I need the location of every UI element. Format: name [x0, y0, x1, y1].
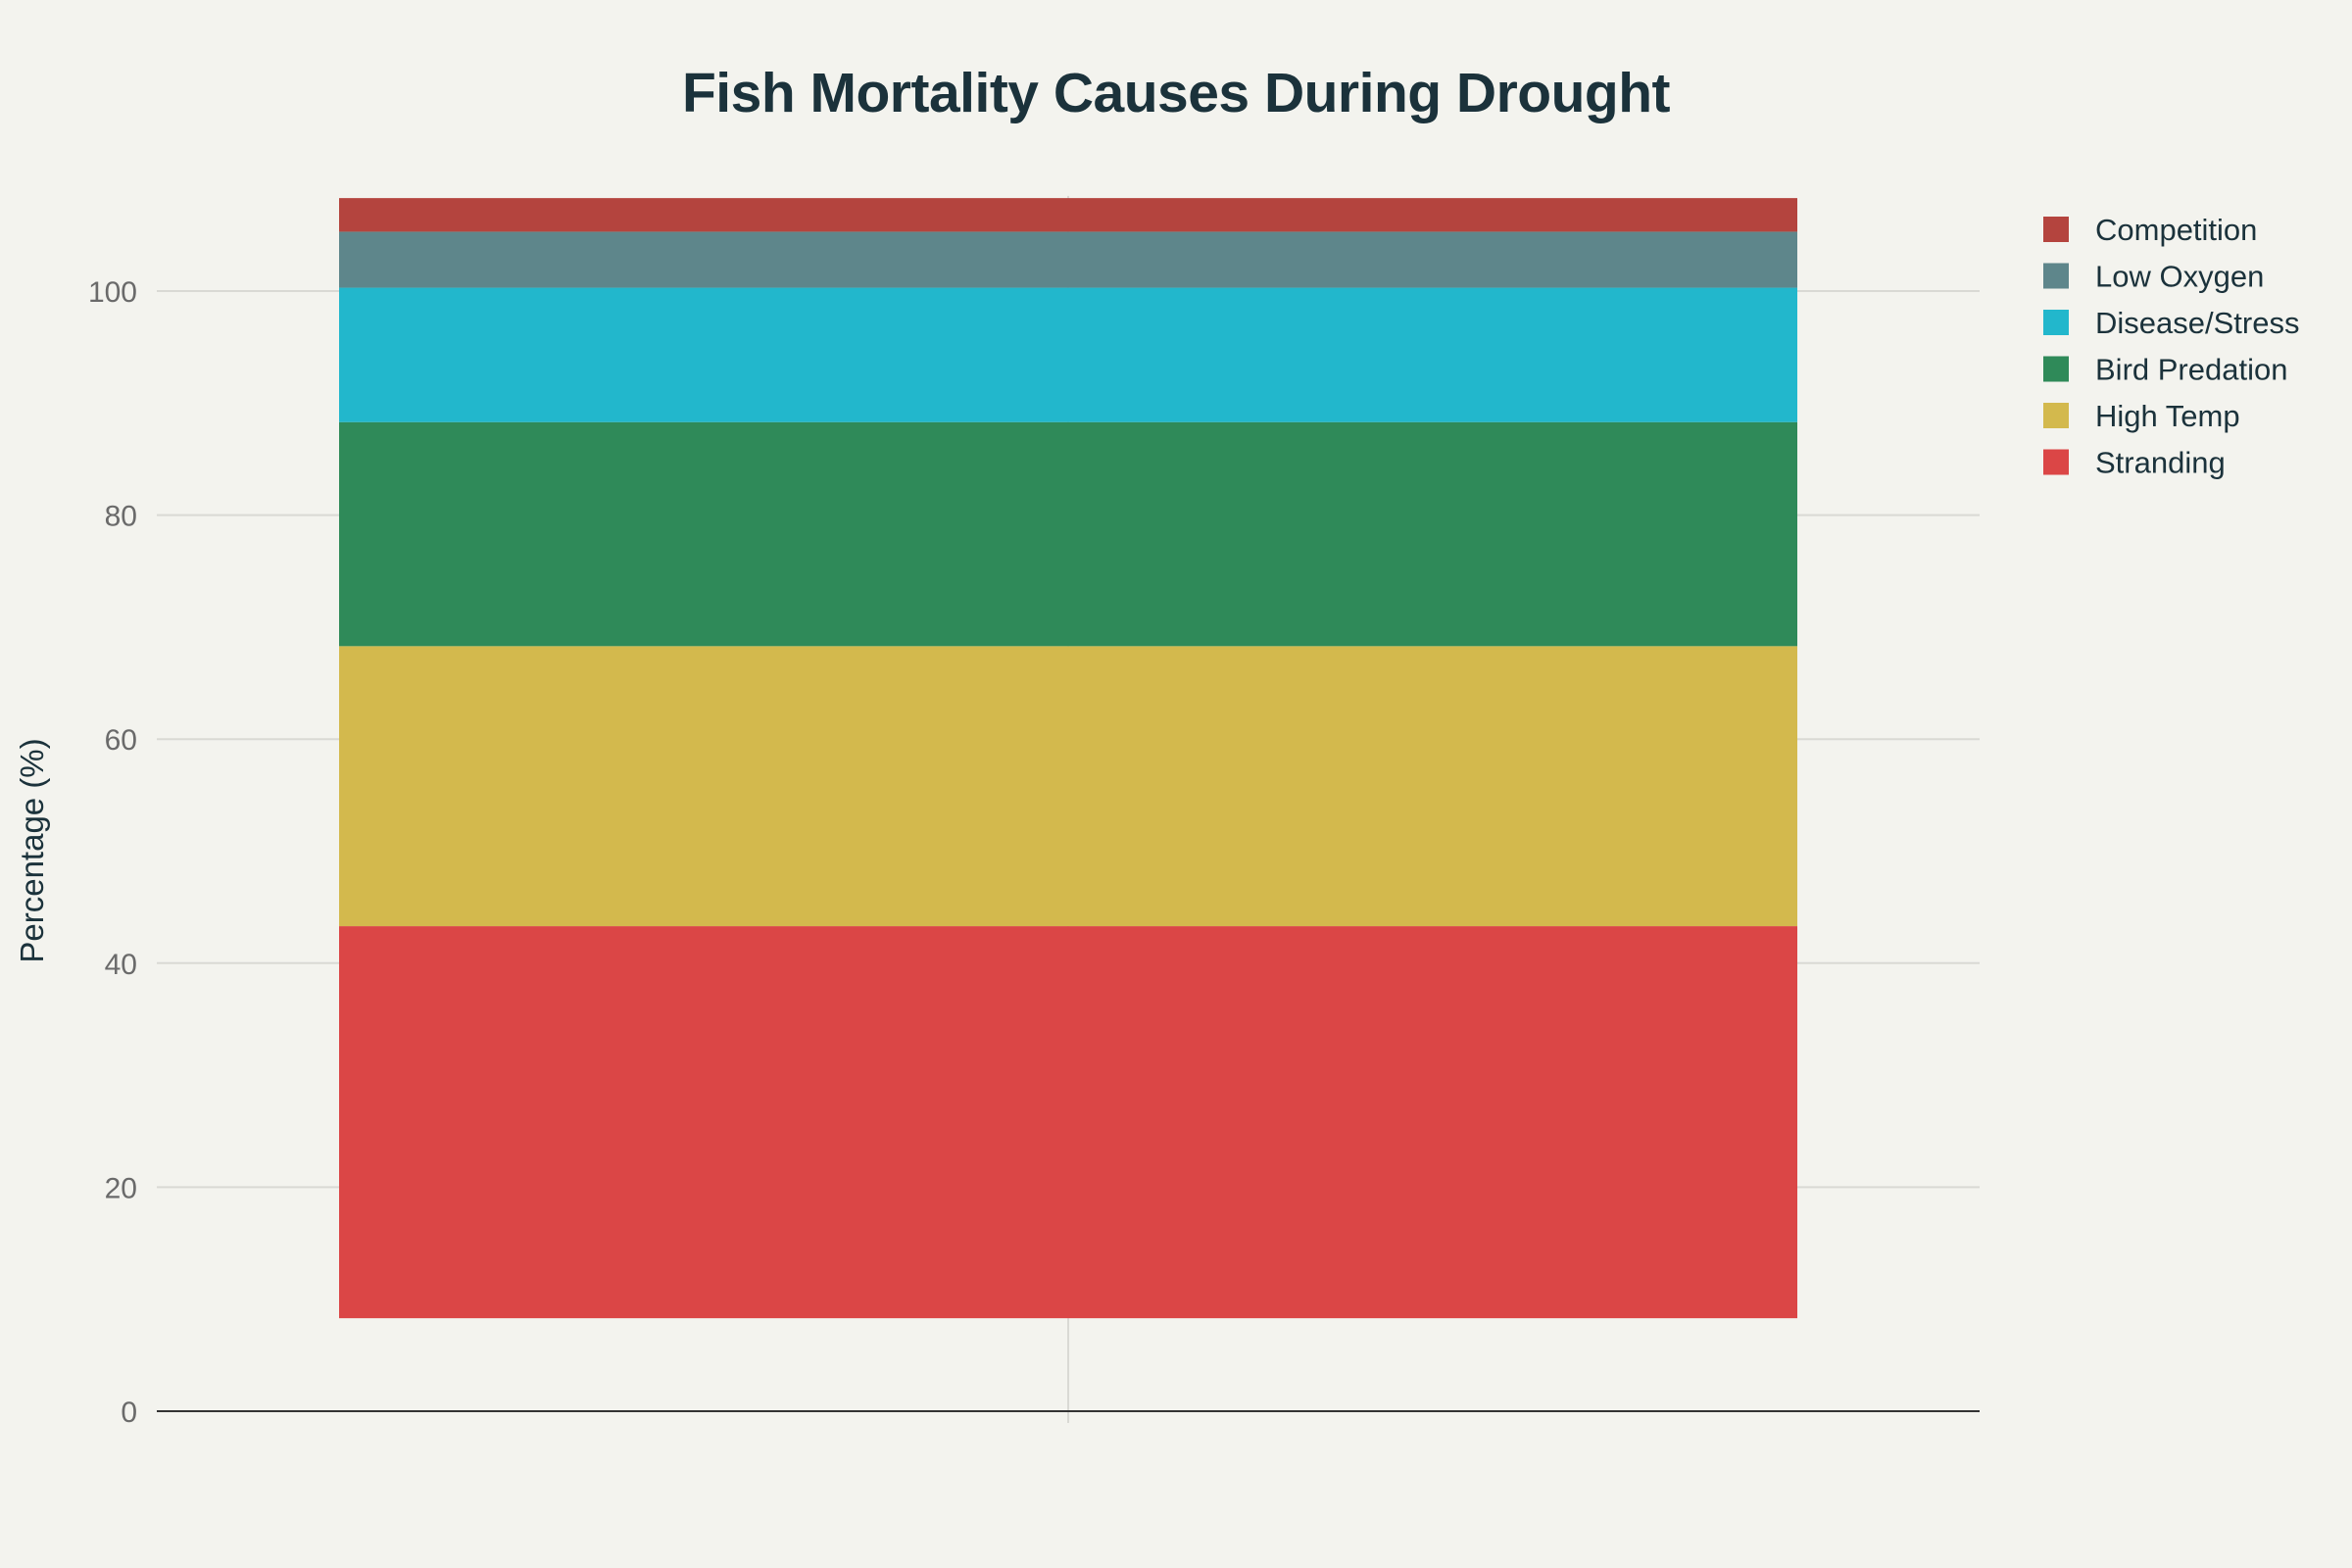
- bar-segment-stranding[interactable]: [339, 926, 1797, 1319]
- bar-segment-high-temp[interactable]: [339, 646, 1797, 927]
- legend-item-bird-predation[interactable]: Bird Predation: [2043, 353, 2287, 387]
- legend-item-high-temp[interactable]: High Temp: [2043, 399, 2240, 433]
- legend-label: High Temp: [2095, 399, 2240, 433]
- legend-label: Competition: [2095, 213, 2257, 247]
- legend-item-low-oxygen[interactable]: Low Oxygen: [2043, 260, 2264, 294]
- chart-title: Fish Mortality Causes During Drought: [681, 62, 1671, 124]
- axes: 0 20 40 60 80 100 Percentage (%): [14, 276, 1980, 1429]
- legend-label: Bird Predation: [2095, 353, 2287, 387]
- legend: Competition Low Oxygen Disease/Stress Bird …: [2043, 213, 2299, 480]
- legend-label: Low Oxygen: [2095, 260, 2264, 294]
- stacked-bar: [339, 198, 1797, 1319]
- legend-swatch: [2043, 356, 2069, 382]
- legend-swatch: [2043, 449, 2069, 475]
- legend-item-stranding[interactable]: Stranding: [2043, 446, 2226, 480]
- legend-label: Stranding: [2095, 446, 2226, 480]
- legend-swatch: [2043, 310, 2069, 335]
- y-tick-label: 0: [121, 1396, 137, 1429]
- legend-swatch: [2043, 263, 2069, 289]
- legend-item-disease-stress[interactable]: Disease/Stress: [2043, 306, 2299, 340]
- y-tick-label: 20: [105, 1172, 137, 1204]
- bar-segment-competition[interactable]: [339, 198, 1797, 232]
- bar-segment-low-oxygen[interactable]: [339, 231, 1797, 288]
- y-tick-label: 40: [105, 949, 137, 981]
- bar-segment-bird-predation[interactable]: [339, 421, 1797, 647]
- y-tick-label: 80: [105, 501, 137, 533]
- bar-segment-disease-stress[interactable]: [339, 287, 1797, 422]
- legend-label: Disease/Stress: [2095, 306, 2299, 340]
- legend-swatch: [2043, 217, 2069, 242]
- y-tick-label: 60: [105, 724, 137, 757]
- legend-swatch: [2043, 403, 2069, 428]
- y-axis-label: Percentage (%): [14, 738, 50, 962]
- legend-item-competition[interactable]: Competition: [2043, 213, 2257, 247]
- y-tick-label: 100: [88, 276, 137, 309]
